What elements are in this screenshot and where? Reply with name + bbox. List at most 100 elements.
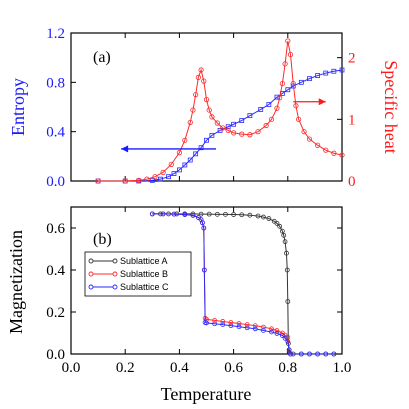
b-point (220, 319, 226, 324)
a-point (171, 171, 177, 177)
a-point (307, 76, 312, 82)
b-point (274, 331, 280, 336)
legend-entry-b: Sublattice B (88, 269, 168, 279)
axis-arrow-head-1 (318, 98, 326, 106)
a-point (201, 78, 207, 84)
a-point (266, 102, 272, 107)
panel-b: 0.0 0.2 0.4 0.6 0.0 0.2 0.4 0.6 0.8 1.0 (b) Magn… (6, 206, 352, 404)
panel-a-arrows (121, 98, 326, 153)
a-point (182, 137, 188, 143)
b-point (244, 325, 250, 331)
b-point (277, 223, 283, 229)
b-point (282, 239, 288, 245)
b-y-tick-label: 0.2 (46, 305, 65, 321)
panel-a-left-ticks: 0.0 0.4 0.8 1.2 (46, 26, 76, 190)
a-point (298, 79, 304, 85)
b-point (212, 317, 218, 323)
b-point (228, 320, 234, 325)
a-series-line-0 (98, 69, 343, 182)
a-point (293, 103, 299, 109)
a-point (315, 142, 321, 148)
a-point (198, 145, 204, 151)
b-point (269, 329, 274, 335)
b-point (160, 211, 166, 217)
b-y-tick-label: 0.4 (46, 263, 65, 279)
b-point (261, 328, 266, 333)
a-point (231, 130, 237, 136)
a-point (149, 177, 155, 183)
a-point (331, 150, 337, 156)
panel-a-frame (70, 32, 343, 182)
a-point (339, 67, 345, 73)
b-point (274, 220, 280, 226)
b-point (200, 220, 205, 226)
legend-swatch-marker-c2 (112, 284, 118, 290)
b-point (323, 351, 329, 357)
a-point (168, 161, 174, 167)
a-point (268, 116, 275, 122)
b-point (198, 211, 204, 217)
a-point (290, 80, 296, 87)
a-point (274, 105, 280, 111)
b-point (244, 322, 250, 328)
b-point (285, 338, 291, 344)
a-point (277, 95, 283, 101)
legend-label-c: Sublattice C (120, 282, 169, 292)
a-point (136, 177, 142, 183)
b-point (298, 351, 304, 357)
b-point (331, 351, 337, 357)
a-point (296, 116, 302, 122)
b-point (252, 326, 258, 332)
b-point (269, 326, 274, 332)
b-x-tick-label: 0.8 (278, 360, 297, 376)
a-point (203, 97, 210, 103)
a-point (247, 132, 253, 138)
b-point (171, 211, 177, 217)
b-point (284, 250, 289, 256)
a-right-tick-label: 1 (348, 112, 356, 128)
b-point (149, 211, 155, 217)
legend: Sublattice A Sublattice B Sublattice C (84, 251, 192, 297)
a-point (247, 113, 253, 119)
a-point (287, 51, 294, 58)
a-point (193, 151, 199, 157)
b-point (266, 216, 272, 221)
legend-swatch-marker-b2 (112, 271, 118, 277)
b-point (228, 323, 234, 329)
a-point (258, 107, 264, 112)
a-point (239, 131, 245, 137)
b-x-tick-label: 1.0 (333, 360, 352, 376)
a-point (255, 129, 261, 135)
panel-b-frame (70, 206, 343, 355)
b-point (190, 212, 196, 218)
a-point (209, 132, 215, 138)
b-x-tick-label: 0.6 (224, 360, 243, 376)
panel-b-label: (b) (93, 231, 112, 248)
b-point (236, 324, 242, 330)
a-point (282, 61, 288, 67)
b-point (255, 213, 261, 219)
panel-b-y-axis-label: Magnetization (6, 230, 26, 334)
a-point (306, 136, 313, 142)
b-y-tick-label: 0.0 (46, 347, 65, 363)
b-x-tick-label: 0.0 (62, 360, 81, 376)
a-point (279, 80, 285, 87)
b-x-tick-label: 0.4 (170, 360, 189, 376)
a-point (239, 118, 245, 123)
b-point (315, 351, 321, 357)
a-point (263, 122, 269, 129)
legend-swatch-marker-c (88, 284, 94, 290)
b-y-tick-label: 0.6 (46, 221, 65, 237)
a-point (95, 178, 101, 184)
a-left-tick-label: 1.2 (46, 26, 65, 42)
b-point (206, 211, 212, 217)
b-point (201, 267, 207, 273)
a-point (220, 125, 226, 131)
b-point (182, 212, 188, 217)
a-point (285, 87, 291, 93)
b-point (223, 211, 228, 217)
legend-entry-c: Sublattice C (88, 282, 169, 292)
panel-a-series (95, 38, 345, 184)
panel-b-x-axis-label: Temperature (161, 384, 252, 404)
